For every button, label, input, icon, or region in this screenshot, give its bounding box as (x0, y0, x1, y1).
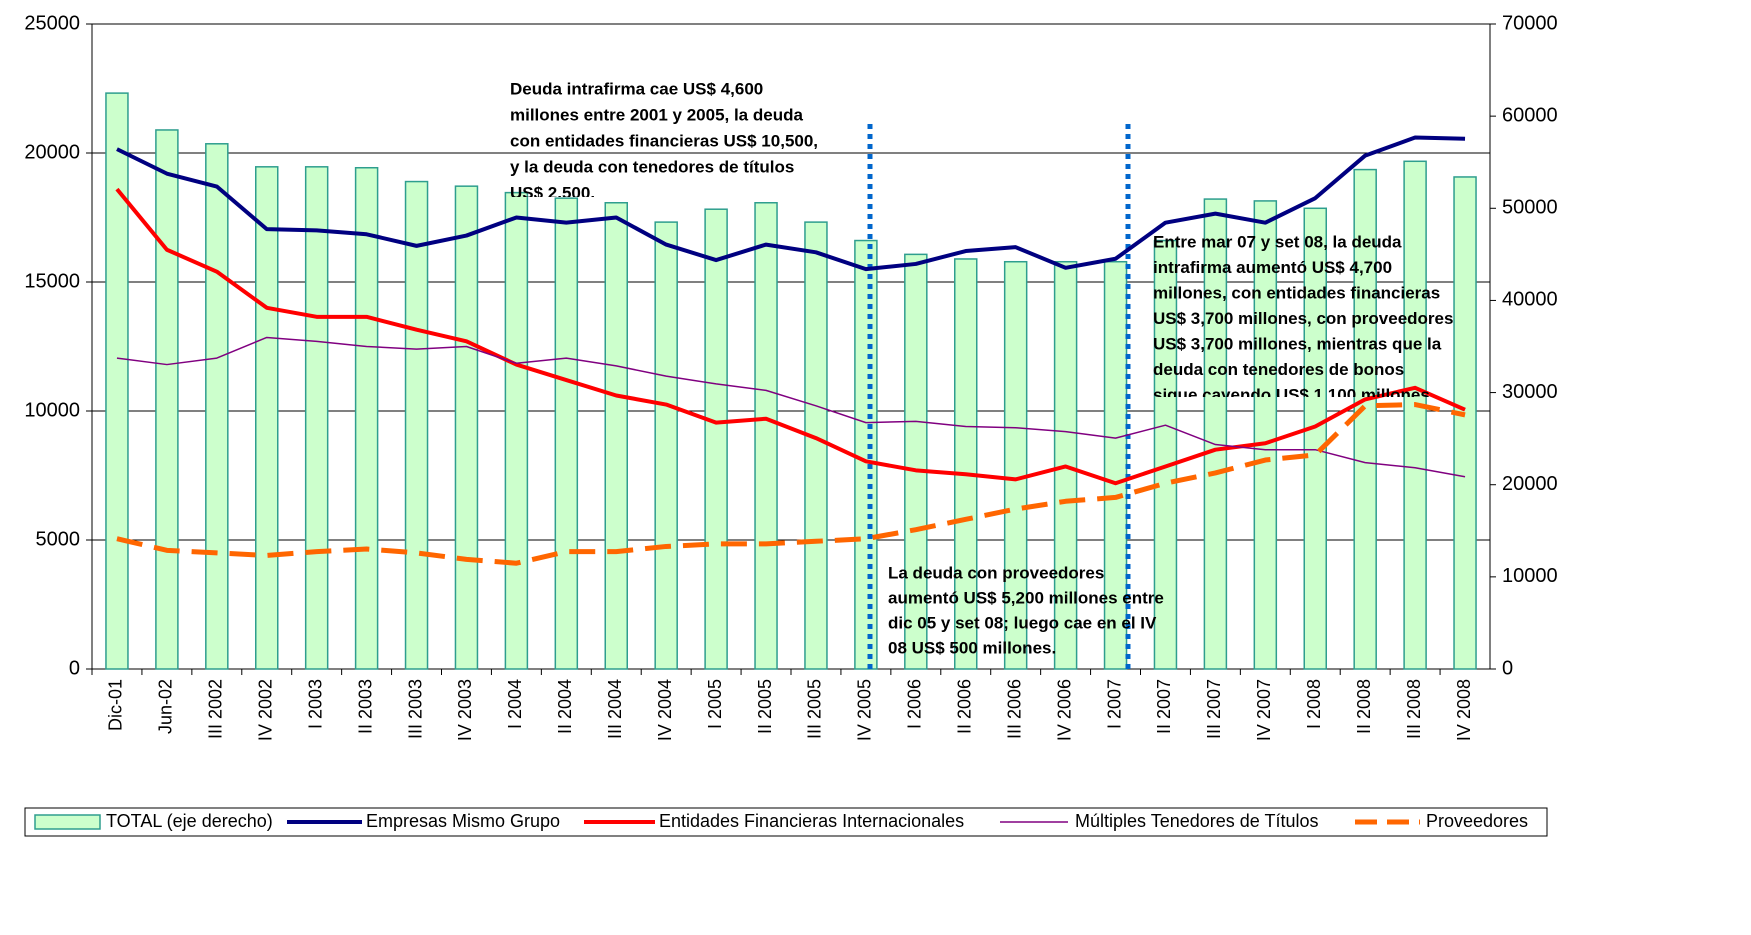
bar (754, 202, 778, 670)
annotation: Deuda intrafirma cae US$ 4,600 millones e… (510, 79, 818, 202)
bar (854, 239, 878, 670)
x-tick-label: II 2005 (755, 679, 775, 734)
bar (1103, 260, 1128, 670)
x-tick-label: II 2007 (1154, 679, 1174, 734)
legend-label: Empresas Mismo Grupo (366, 811, 560, 831)
x-tick-label: III 2005 (805, 679, 825, 739)
annotation-line: deuda con tenedores de bonos (1153, 360, 1404, 379)
bar (804, 221, 828, 670)
bar (155, 129, 179, 670)
bar (105, 92, 129, 670)
bar (504, 191, 529, 670)
x-tick-label: III 2004 (605, 679, 625, 739)
y2-tick-label: 50000 (1502, 197, 1558, 219)
y2-tick-label: 0 (1502, 657, 1513, 679)
annotation-line: US$ 2,500. (510, 183, 595, 202)
y-tick-label: 15000 (24, 270, 80, 292)
annotation-line: millones entre 2001 y 2005, la deuda (510, 105, 803, 124)
annotation-line: 08 US$ 500 millones. (888, 638, 1056, 657)
annotation-line: Deuda intrafirma cae US$ 4,600 (510, 79, 763, 98)
x-tick-label: I 2008 (1304, 679, 1324, 729)
y-tick-label: 20000 (24, 141, 80, 163)
y2-tick-label: 40000 (1502, 289, 1558, 311)
x-tick-label: IV 2008 (1454, 679, 1474, 741)
x-tick-label: II 2008 (1354, 679, 1374, 734)
y2-tick-label: 60000 (1502, 104, 1558, 126)
x-tick-label: III 2008 (1404, 679, 1424, 739)
x-tick-label: IV 2005 (855, 679, 875, 741)
x-tick-label: IV 2006 (1054, 679, 1074, 741)
legend-label: Proveedores (1426, 811, 1528, 831)
x-tick-label: IV 2002 (256, 679, 276, 741)
x-tick-label: II 2003 (355, 679, 375, 734)
x-tick-label: IV 2004 (655, 679, 675, 741)
bar (1253, 200, 1278, 670)
line-series (116, 135, 1466, 272)
y2-tick-label: 10000 (1502, 565, 1558, 587)
x-tick-label: IV 2007 (1254, 679, 1274, 741)
legend-swatch (34, 814, 101, 830)
bar (1303, 207, 1327, 670)
y-tick-label: 10000 (24, 399, 80, 421)
x-tick-label: I 2004 (505, 679, 525, 729)
annotation-line: La deuda con proveedores (888, 563, 1104, 582)
bar (404, 180, 429, 670)
annotation-line: millones, con entidades financieras (1153, 283, 1440, 302)
y-tick-label: 0 (69, 657, 80, 679)
bar (1003, 260, 1028, 670)
y-tick-label: 25000 (24, 12, 80, 34)
y2-tick-label: 20000 (1502, 473, 1558, 495)
x-tick-label: Jun-02 (156, 679, 176, 734)
x-tick-label: I 2005 (705, 679, 725, 729)
x-tick-label: II 2004 (555, 679, 575, 734)
bar (1403, 160, 1427, 670)
x-tick-label: III 2007 (1204, 679, 1224, 739)
x-tick-label: II 2006 (955, 679, 975, 734)
x-tick-label: III 2006 (1004, 679, 1024, 739)
bar (704, 208, 728, 670)
bar (354, 166, 379, 670)
bar (205, 143, 229, 670)
annotation-line: sigue cayendo US$ 1,100 millones. (1153, 385, 1435, 404)
bar (1153, 239, 1178, 670)
annotation-line: intrafirma aumentó US$ 4,700 (1153, 258, 1392, 277)
bar (304, 166, 329, 670)
bar (554, 197, 579, 670)
x-tick-label: III 2003 (405, 679, 425, 739)
annotation-line: Entre mar 07 y set 08, la deuda (1153, 232, 1402, 251)
bar (654, 221, 678, 670)
bar (604, 202, 628, 670)
annotation-line: dic 05 y set 08; luego cae en el IV (888, 613, 1157, 632)
annotation-line: US$ 3,700 millones, con proveedores (1153, 309, 1453, 328)
bar (904, 253, 928, 670)
annotation-line: aumentó US$ 5,200 millones entre (888, 588, 1164, 607)
annotation: La deuda con proveedores aumentó US$ 5,20… (888, 563, 1164, 657)
bar (1203, 198, 1228, 670)
legend-label: TOTAL (eje derecho) (106, 811, 273, 831)
y2-tick-label: 30000 (1502, 381, 1558, 403)
y2-tick-label: 70000 (1502, 12, 1558, 34)
annotation: Entre mar 07 y set 08, la deuda intrafirm… (1153, 232, 1453, 404)
line-series (116, 336, 1466, 478)
x-tick-label: III 2002 (206, 679, 226, 739)
legend-box (24, 807, 1548, 837)
bar (954, 258, 978, 670)
y-tick-label: 5000 (36, 528, 81, 550)
legend-label: Múltiples Tenedores de Títulos (1075, 811, 1318, 831)
x-tick-label: I 2007 (1104, 679, 1124, 729)
bar (454, 185, 479, 670)
x-tick-label: IV 2003 (455, 679, 475, 741)
x-tick-label: Dic-01 (106, 679, 126, 731)
x-tick-label: I 2006 (905, 679, 925, 729)
legend-label: Entidades Financieras Internacionales (659, 811, 964, 831)
x-tick-label: I 2003 (305, 679, 325, 729)
annotation-line: con entidades financieras US$ 10,500, (510, 131, 818, 150)
annotation-line: US$ 3,700 millones, mientras que la (1153, 334, 1442, 353)
bar (255, 166, 279, 670)
annotation-line: y la deuda con tenedores de títulos (510, 157, 794, 176)
bar (1453, 176, 1477, 670)
